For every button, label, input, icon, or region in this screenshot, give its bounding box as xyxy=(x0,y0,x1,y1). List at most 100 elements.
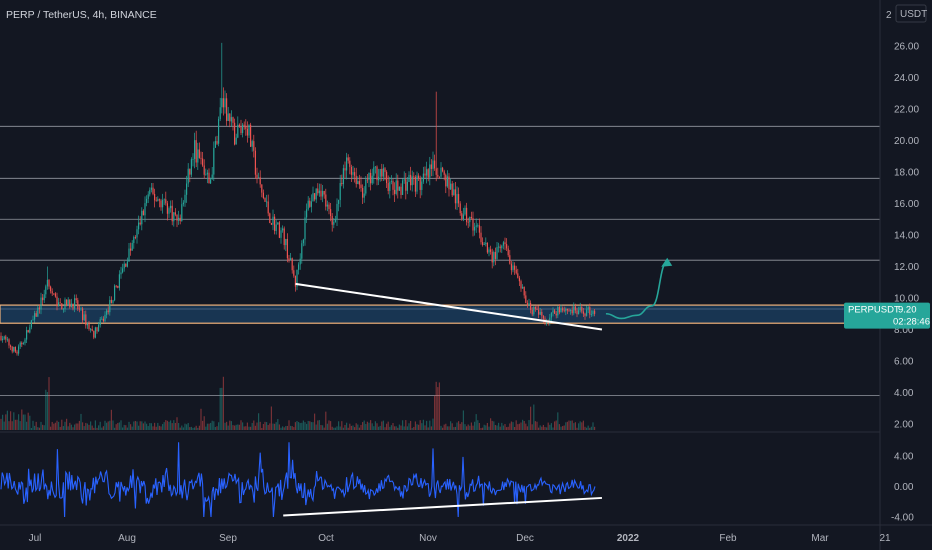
volume-bar xyxy=(450,421,452,430)
volume-bar xyxy=(43,425,45,430)
volume-bar xyxy=(285,426,287,430)
candle-body xyxy=(560,308,562,313)
candle-body xyxy=(280,230,282,238)
volume-bar xyxy=(422,419,424,430)
candle-body xyxy=(398,186,400,191)
candle-body xyxy=(104,314,106,322)
candle-body xyxy=(37,307,39,317)
volume-bar xyxy=(296,421,298,430)
volume-bar xyxy=(272,423,274,430)
volume-bar xyxy=(122,427,124,430)
volume-bar xyxy=(314,413,316,430)
volume-bar xyxy=(309,421,311,430)
candle-body xyxy=(486,242,488,253)
candle-body xyxy=(269,213,271,223)
candle-body xyxy=(410,174,412,186)
volume-bar xyxy=(213,421,215,430)
candle-body xyxy=(283,228,285,246)
candle-body xyxy=(368,172,370,180)
volume-bar xyxy=(54,422,56,430)
candle-body xyxy=(83,314,85,321)
volume-bar xyxy=(62,426,64,430)
time-axis[interactable]: Jul Aug Sep Oct Nov Dec 2022 Feb Mar 21 xyxy=(29,533,891,544)
price-tick-label: 18.00 xyxy=(894,168,919,179)
volume-bar xyxy=(114,427,116,430)
price-trendline[interactable] xyxy=(295,282,603,331)
volume-bar xyxy=(360,424,362,430)
volume-bar xyxy=(592,422,594,430)
candle-body xyxy=(195,140,197,163)
volume-bar xyxy=(312,422,314,430)
candle-body xyxy=(501,245,503,249)
price-tick-label: 6.00 xyxy=(894,357,914,368)
candle-body xyxy=(173,212,175,222)
candle-body xyxy=(75,298,77,301)
candle-body xyxy=(213,147,215,175)
candle-body xyxy=(245,125,247,129)
candle-body xyxy=(443,171,445,175)
candle-body xyxy=(243,124,245,126)
volume-bar xyxy=(246,422,248,430)
candle-body xyxy=(371,175,373,184)
volume-bar xyxy=(165,420,167,430)
candle-body xyxy=(134,237,136,238)
candle-body xyxy=(386,171,388,184)
candle-body xyxy=(374,166,376,168)
candle-body xyxy=(402,180,404,195)
candle-body xyxy=(251,141,253,147)
candle-body xyxy=(128,248,130,262)
candle-body xyxy=(342,168,344,185)
candle-body xyxy=(587,307,589,310)
volume-bar xyxy=(136,421,138,430)
volume-bar xyxy=(248,426,250,430)
candle-body xyxy=(566,308,568,311)
chart-title: PERP / TetherUS, 4h, BINANCE xyxy=(6,9,157,21)
currency-label[interactable]: USDT xyxy=(900,9,927,20)
candle-body xyxy=(309,200,311,207)
candle-body xyxy=(299,258,301,265)
projection-arrow[interactable] xyxy=(605,260,668,320)
volume-bar xyxy=(189,427,191,430)
candle-body xyxy=(66,299,68,306)
candle-body xyxy=(590,314,592,315)
oscillator-axis[interactable]: 4.00 0.00 -4.00 xyxy=(891,452,914,524)
price-axis[interactable]: 26.00 24.00 22.00 20.00 18.00 16.00 14.00 12.00… xyxy=(894,42,919,431)
candle-body xyxy=(163,199,165,201)
volume-bar xyxy=(517,424,519,430)
volume-bar xyxy=(486,422,488,430)
volume-bar xyxy=(358,427,360,430)
volume-bar xyxy=(253,420,255,430)
volume-bar xyxy=(142,423,144,430)
currency-box[interactable] xyxy=(895,4,927,23)
projection-arrowhead xyxy=(661,257,673,267)
volume-bar xyxy=(64,421,66,430)
candle-body xyxy=(53,293,55,295)
candle-body xyxy=(158,199,160,201)
candle-body xyxy=(555,313,557,316)
candle-body xyxy=(512,265,514,271)
candle-body xyxy=(384,168,386,172)
volume-bar xyxy=(224,422,226,430)
volume-bar xyxy=(150,423,152,430)
volume-bar xyxy=(205,426,207,430)
candle-body xyxy=(394,189,396,194)
volume-bar xyxy=(160,426,162,430)
oscillator-trendline[interactable] xyxy=(283,496,602,517)
candle-body xyxy=(467,221,469,223)
volume-bar xyxy=(139,421,141,430)
volume-bar xyxy=(96,427,98,430)
volume-bar xyxy=(274,423,276,430)
price-tag[interactable] xyxy=(844,302,930,329)
volume-bar xyxy=(496,425,498,430)
volume-bar xyxy=(46,392,48,430)
candle-body xyxy=(229,113,231,122)
volume-bar xyxy=(350,425,352,430)
volume-bar xyxy=(438,382,440,430)
candle-body xyxy=(253,141,255,151)
candle-body xyxy=(34,313,36,320)
candle-body xyxy=(418,175,420,179)
volume-bar xyxy=(19,421,21,430)
candle-body xyxy=(291,258,293,271)
candle-body xyxy=(258,177,260,179)
